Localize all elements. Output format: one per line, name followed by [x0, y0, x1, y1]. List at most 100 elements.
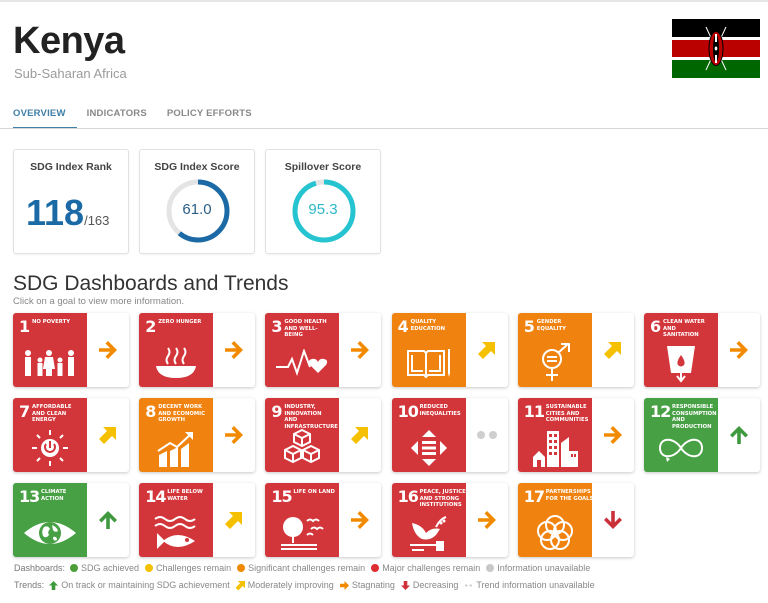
arrow-up-right-icon	[477, 342, 495, 359]
legend-major: Major challenges remain	[371, 563, 480, 573]
arrow-right-icon	[339, 580, 349, 590]
dots-icon	[476, 431, 497, 439]
goal-tile: 8 Decent Work and Economic Growth	[139, 398, 214, 472]
goal-card-16[interactable]: 16 Peace, Justice and Strong Institutions	[391, 483, 508, 557]
rank-title: SDG Index Rank	[30, 161, 112, 173]
goal-card-3[interactable]: 3 Good Health and Well-Being	[265, 313, 382, 387]
goal-number: 6	[650, 317, 661, 336]
goal-number: 1	[19, 317, 30, 336]
arrow-up-right-icon	[225, 512, 243, 529]
index-score-value: 61.0	[182, 201, 212, 218]
equality-arrows-icon	[392, 426, 466, 470]
goal-number: 2	[145, 317, 156, 336]
legend-unavailable: Information unavailable	[486, 563, 590, 573]
legend-trend-unavailable: Trend information unavailable	[464, 580, 595, 590]
trend-indicator	[466, 398, 508, 472]
legend-label: Major challenges remain	[382, 563, 481, 573]
goal-name: Quality Education	[410, 319, 446, 332]
dove-gavel-icon	[392, 511, 466, 555]
goal-name: Sustainable Cities and Communities	[545, 404, 589, 423]
dots-icon	[465, 583, 473, 587]
goal-name: Reduced Inequalities	[419, 404, 461, 417]
spillover-score-card: Spillover Score 95.3	[265, 149, 381, 254]
arrow-up-right-icon	[235, 580, 245, 590]
spillover-ring-icon	[292, 179, 356, 243]
tree-birds-icon	[265, 511, 339, 555]
goal-card-10[interactable]: 10 Reduced Inequalities	[391, 398, 508, 472]
legend-on-track: On track or maintaining SDG achievement	[49, 580, 230, 590]
goal-number: 11	[523, 402, 545, 421]
trend-indicator	[466, 313, 508, 387]
arrow-right-icon	[351, 511, 370, 529]
legend-label: Significant challenges remain	[248, 563, 366, 573]
arrow-right-icon	[351, 341, 370, 359]
goal-number: 10	[397, 402, 419, 421]
tab-policy-efforts[interactable]: POLICY EFFORTS	[166, 108, 252, 119]
goal-card-14[interactable]: 14 Life Below Water	[139, 483, 256, 557]
goal-number: 9	[271, 402, 282, 421]
legend-label: Challenges remain	[156, 563, 232, 573]
legend-label: Information unavailable	[497, 563, 591, 573]
arrow-right-icon	[477, 511, 496, 529]
country-title: Kenya	[13, 20, 125, 62]
trend-legend: Trends: On track or maintaining SDG achi…	[14, 580, 601, 590]
goal-name: Clean Water and Sanitation	[663, 319, 705, 338]
goal-card-1[interactable]: 1 No Poverty	[13, 313, 129, 387]
trend-indicator	[592, 398, 634, 472]
goal-name: Peace, Justice and Strong Institutions	[419, 489, 466, 508]
goal-card-7[interactable]: 7 Affordable and Clean Energy	[13, 398, 129, 472]
trend-indicator	[466, 483, 508, 557]
goal-card-13[interactable]: 13 Climate Action	[13, 483, 129, 557]
legend-sdg-achieved: SDG achieved	[70, 563, 139, 573]
goal-card-4[interactable]: 4 Quality Education	[391, 313, 508, 387]
goal-card-9[interactable]: 9 Industry, Innovation and Infrastructure	[265, 398, 382, 472]
section-title: SDG Dashboards and Trends	[13, 272, 289, 295]
trend-indicator	[718, 398, 760, 472]
goal-card-8[interactable]: 8 Decent Work and Economic Growth	[139, 398, 256, 472]
goal-number: 4	[397, 317, 409, 336]
goal-number: 5	[523, 317, 535, 336]
goal-tile: 1 No Poverty	[13, 313, 87, 387]
goal-name: Affordable and Clean Energy	[32, 404, 72, 423]
goal-name: Decent Work and Economic Growth	[158, 404, 206, 423]
goal-tile: 10 Reduced Inequalities	[391, 398, 466, 472]
heartbeat-icon	[265, 341, 339, 385]
goal-card-2[interactable]: 2 Zero Hunger	[139, 313, 256, 387]
goal-card-12[interactable]: 12 Responsible Consumption and Production	[644, 398, 760, 472]
trend-indicator	[339, 398, 381, 472]
legend-label: SDG achieved	[81, 563, 140, 573]
goal-card-11[interactable]: 11 Sustainable Cities and Communities	[517, 398, 634, 472]
legend-stagnating: Stagnating	[339, 580, 395, 590]
trend-indicator	[339, 313, 381, 387]
tab-indicators[interactable]: INDICATORS	[86, 108, 147, 119]
arrow-up-icon	[49, 580, 59, 590]
arrow-right-icon	[225, 341, 244, 359]
goal-card-5[interactable]: 5 Gender Equality	[517, 313, 634, 387]
trend-indicator	[213, 313, 255, 387]
goal-number: 14	[145, 487, 166, 506]
goal-card-6[interactable]: 6 Clean Water and Sanitation	[644, 313, 760, 387]
goal-tile: 12 Responsible Consumption and Production	[644, 398, 718, 472]
legend-decreasing: Decreasing	[400, 580, 459, 590]
sun-power-icon	[13, 426, 87, 470]
rank-number: 118	[26, 192, 85, 233]
goal-number: 7	[19, 402, 30, 421]
arrow-right-icon	[603, 426, 622, 444]
trend-indicator	[339, 483, 381, 557]
goal-tile: 7 Affordable and Clean Energy	[13, 398, 87, 472]
arrow-right-icon	[99, 341, 117, 359]
goal-card-15[interactable]: 15 Life on Land	[265, 483, 382, 557]
goal-tile: 2 Zero Hunger	[139, 313, 214, 387]
tab-overview[interactable]: OVERVIEW	[13, 98, 77, 129]
top-border	[0, 0, 768, 2]
goal-tile: 4 Quality Education	[391, 313, 466, 387]
goal-card-17[interactable]: 17 Partnerships for the Goals	[517, 483, 634, 557]
bowl-icon	[139, 341, 213, 385]
grey-dot-icon	[486, 564, 495, 572]
goal-name: Zero Hunger	[158, 319, 202, 325]
legend-label: Decreasing	[412, 580, 459, 590]
arrow-up-right-icon	[351, 427, 369, 444]
index-score-ring-icon	[166, 179, 230, 243]
goal-tile: 13 Climate Action	[13, 483, 87, 557]
yellow-dot-icon	[145, 564, 154, 572]
